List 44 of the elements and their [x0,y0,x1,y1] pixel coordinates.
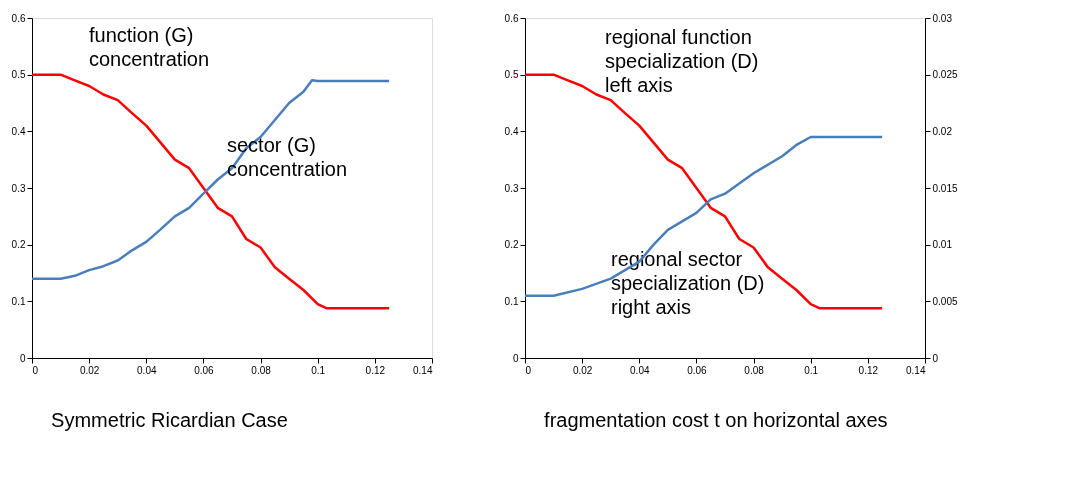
x-tick-label: 0.04 [630,364,650,376]
x-tick-label: 0.02 [79,364,100,376]
x-tick-label: 0.02 [572,364,593,376]
x-tick-label: 0.14 [906,364,926,376]
x-tick-label: 0.14 [413,364,433,376]
x-tick-label: 0.04 [137,364,157,376]
y-tick-label: 0.3 [11,182,26,194]
y2-tick-label: 0.025 [932,69,958,81]
line-series [30,73,391,310]
annotation: function (G) concentration [89,24,210,70]
x-tick-label: 0.1 [804,364,819,376]
y-tick-label: 0.6 [11,12,26,24]
annotation: regional function specialization (D) left axis [605,26,759,96]
y2-tick-label: 0.015 [932,182,958,194]
line-series [523,135,884,297]
y-tick-label: 0.1 [504,295,519,307]
text: Symmetric Ricardian Case [51,409,288,431]
y2-tick-label: 0.005 [932,295,958,307]
line-series [30,79,391,280]
x-tick-label: 0.08 [744,364,765,376]
x-tick-label: 0.06 [687,364,708,376]
y-tick-label: 0.1 [11,295,26,307]
y-tick-label: 0 [19,352,26,364]
x-tick-label: 0.12 [365,364,386,376]
x-tick-label: 0 [525,364,532,376]
x-tick-label: 0.06 [194,364,215,376]
text: fragmentation cost t on horizontal axes [544,409,888,431]
y-tick-label: 0.5 [504,69,519,81]
y2-tick-label: 0.03 [932,12,953,24]
y-tick-label: 0.4 [504,125,519,137]
y-tick-label: 0.2 [11,239,26,251]
x-tick-label: 0.08 [251,364,272,376]
y-tick-label: 0.4 [11,125,26,137]
y-tick-label: 0.2 [504,239,519,251]
x-tick-label: 0.1 [311,364,326,376]
x-tick-label: 0.12 [858,364,879,376]
y-tick-label: 0.5 [11,69,26,81]
y2-tick-label: 0.02 [932,125,953,137]
y-tick-label: 0.6 [504,12,519,24]
y2-tick-label: 0.01 [932,239,953,251]
x-tick-label: 0 [32,364,39,376]
y-tick-label: 0.3 [504,182,519,194]
y2-tick-label: 0 [932,352,939,364]
y-tick-label: 0 [512,352,519,364]
